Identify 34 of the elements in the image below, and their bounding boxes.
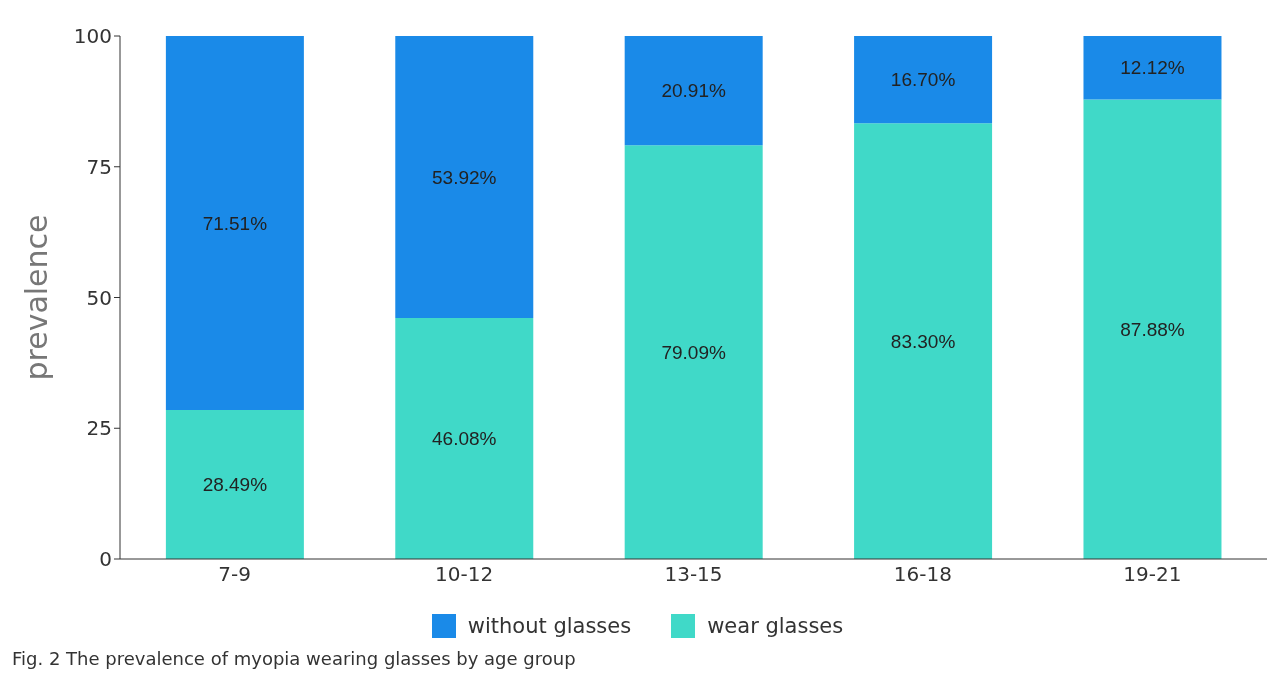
y-tick-label: 0 xyxy=(99,547,112,572)
data-label: 46.08% xyxy=(432,428,497,450)
data-label: 20.91% xyxy=(661,80,726,102)
data-label: 87.88% xyxy=(1120,318,1185,340)
y-tick-label: 100 xyxy=(73,24,112,49)
legend-label: wear glasses xyxy=(707,614,844,638)
x-tick-label: 7-9 xyxy=(218,562,252,587)
bar xyxy=(395,318,534,559)
bar xyxy=(624,36,763,146)
bar xyxy=(1083,36,1222,100)
y-tick-label: 50 xyxy=(86,285,112,310)
data-label: 28.49% xyxy=(202,474,268,496)
data-label: 83.30% xyxy=(890,330,956,352)
bar xyxy=(395,36,534,318)
y-tick-label: 25 xyxy=(86,416,112,441)
legend-label: without glasses xyxy=(467,614,632,638)
data-label: 12.12% xyxy=(1120,57,1185,79)
x-tick-label: 16-18 xyxy=(893,562,952,587)
bar xyxy=(165,410,304,559)
caption: Fig. 2 The prevalence of myopia wearing glasses by age group xyxy=(12,648,577,669)
data-label: 16.70% xyxy=(890,69,956,91)
data-label: 71.51% xyxy=(202,212,268,234)
data-label: 79.09% xyxy=(661,341,726,363)
data-label: 53.92% xyxy=(432,166,497,188)
y-tick-label: 75 xyxy=(86,154,112,179)
bar xyxy=(1083,99,1222,559)
bar xyxy=(854,36,993,124)
bar xyxy=(854,123,993,559)
bar xyxy=(165,36,304,410)
bar xyxy=(624,145,763,559)
y-axis-title: prevalence xyxy=(18,214,54,381)
x-tick-label: 10-12 xyxy=(435,562,494,587)
x-tick-label: 19-21 xyxy=(1123,562,1182,587)
x-tick-label: 13-15 xyxy=(664,562,723,587)
